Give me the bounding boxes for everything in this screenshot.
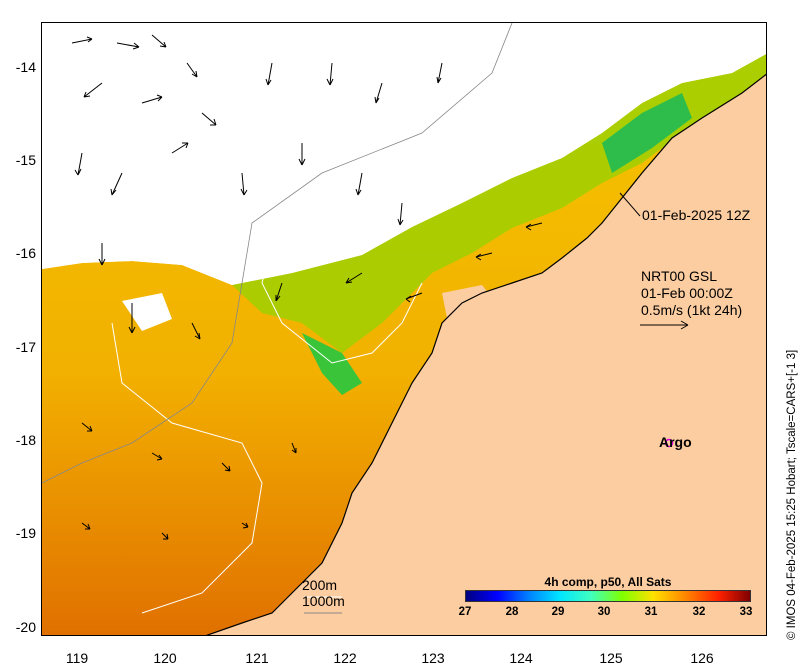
argo-marker [664, 438, 674, 448]
colorbar [465, 590, 751, 602]
xtick: 123 [421, 650, 445, 666]
current-info-line: NRT00 GSL [641, 268, 717, 284]
ytick: -14 [15, 59, 36, 75]
ytick: -18 [15, 432, 36, 448]
colorbar-tick: 27 [458, 606, 472, 618]
isobath-200m-south [111, 322, 263, 614]
peninsula [442, 285, 512, 363]
sst-map [42, 23, 766, 635]
current-arrows [71, 34, 543, 540]
colorbar-tick: 33 [739, 606, 753, 618]
xtick: 126 [690, 650, 714, 666]
colorbar-tick: 32 [692, 606, 706, 618]
xtick: 119 [65, 650, 89, 666]
colorbar-title: 4h comp, p50, All Sats [544, 575, 672, 589]
isobath-200m [261, 23, 503, 364]
ytick: -16 [15, 245, 36, 261]
colorbar-tick: 31 [644, 606, 658, 618]
xtick: 122 [333, 650, 357, 666]
ytick: -20 [15, 619, 36, 635]
isobath-1000m [42, 23, 513, 484]
no-data-region [42, 23, 766, 285]
depth-legend-200m: 200m [302, 577, 338, 593]
coastline [205, 73, 766, 635]
ytick: -19 [15, 525, 36, 541]
xtick: 125 [599, 650, 623, 666]
current-info-line: 0.5m/s (1kt 24h) [641, 302, 743, 318]
xtick: 124 [509, 650, 533, 666]
ytick: -17 [15, 339, 36, 355]
cloud-gap-west [122, 293, 172, 331]
ytick: -15 [15, 152, 36, 168]
green-patch [302, 333, 362, 395]
map-frame[interactable] [41, 22, 767, 636]
current-info-line: 01-Feb 00:00Z [641, 285, 733, 301]
colorbar-tick: 30 [597, 606, 611, 618]
colorbar-tick: 29 [551, 606, 565, 618]
argo-label: Argo [659, 434, 692, 450]
date-label: 01-Feb-2025 12Z [642, 207, 751, 223]
scale-arrow [640, 320, 689, 330]
xtick: 120 [153, 650, 177, 666]
credit-text: © IMOS 04-Feb-2025 15:25 Hobart; Tscale=… [786, 349, 798, 640]
current-info: NRT00 GSL 01-Feb 00:00Z 0.5m/s (1kt 24h) [641, 268, 742, 319]
date-pointer [619, 192, 641, 217]
green-patch-ne [602, 93, 692, 173]
depth-legend: 200m 1000m [302, 577, 345, 609]
xtick: 121 [245, 650, 269, 666]
depth-legend-1000m: 1000m [302, 593, 345, 609]
colorbar-tick: 28 [505, 606, 519, 618]
